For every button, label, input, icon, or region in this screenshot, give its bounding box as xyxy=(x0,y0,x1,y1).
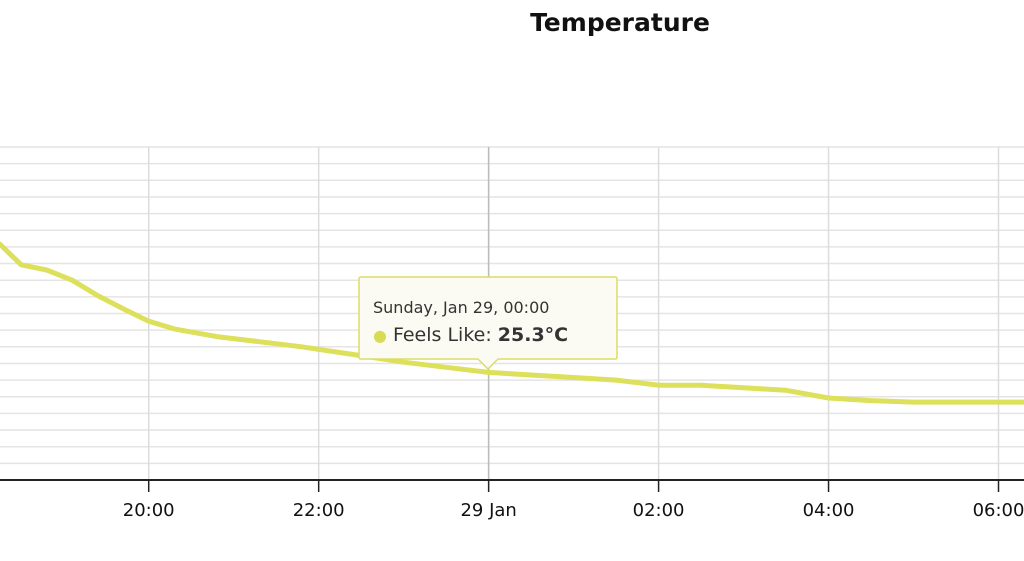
x-tick-label: 06:00 xyxy=(973,500,1024,521)
series-line-feels-like[interactable] xyxy=(0,241,1024,405)
x-axis-labels: 20:00 22:00 29 Jan 02:00 04:00 06:00 xyxy=(123,500,1024,521)
chart-title: Temperature xyxy=(530,8,710,37)
tooltip-date: Sunday, Jan 29, 00:00 xyxy=(373,298,550,317)
vertical-gridlines xyxy=(147,147,1000,480)
tooltip-row: ● Feels Like: 25.3°C xyxy=(373,324,568,346)
x-tick-label: 02:00 xyxy=(633,500,685,521)
x-tick-label: 22:00 xyxy=(293,500,345,521)
series-marker-icon: ● xyxy=(373,326,387,345)
x-tick-label: 29 Jan xyxy=(460,500,516,521)
x-tick-label: 20:00 xyxy=(123,500,175,521)
x-tick-label: 04:00 xyxy=(803,500,855,521)
tooltip: Sunday, Jan 29, 00:00 ● Feels Like: 25.3°… xyxy=(358,276,618,371)
tooltip-value: 25.3°C xyxy=(497,324,569,346)
tooltip-box xyxy=(358,276,618,371)
tooltip-series-label: Feels Like: xyxy=(392,324,492,346)
x-axis-ticks xyxy=(147,480,1000,492)
